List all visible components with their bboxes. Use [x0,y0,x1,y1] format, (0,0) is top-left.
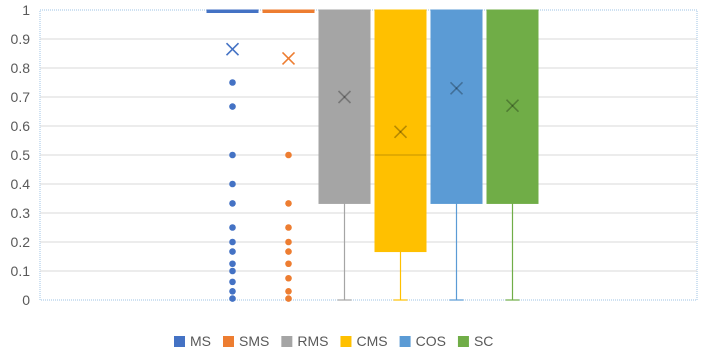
legend-swatch [174,336,185,347]
outlier-point [229,260,236,268]
outlier-point [285,295,292,302]
outlier-point [229,248,236,255]
outlier-point [285,288,292,295]
box-body [206,9,259,13]
legend-swatch [281,336,293,347]
y-tick-label: 0.7 [11,89,31,105]
outlier-point [229,278,236,286]
mean-marker [505,99,520,113]
outlier-point [285,200,292,207]
legend-item-cms: CMS [340,333,388,349]
outlier-point [229,224,236,231]
legend-label: RMS [297,333,328,349]
mean-marker [337,90,352,104]
y-tick-label: 0 [22,292,30,308]
box-sms [262,9,315,302]
mean-marker [393,125,408,139]
mean-marker [449,81,464,95]
y-tick-label: 0.8 [11,60,31,76]
outlier-point [285,238,292,246]
box-body [486,9,539,204]
y-axis: 0 0.1 0.2 0.3 0.4 0.5 0.6 0.7 0.8 0.9 1 [11,2,31,308]
mean-marker [225,42,240,56]
legend-swatch [457,336,469,347]
mean-marker [449,81,464,95]
outlier-point [229,288,236,295]
mean-marker [393,125,408,139]
legend-item-sc: SC [457,333,493,349]
legend-label: SMS [239,333,269,349]
y-tick-label: 1 [22,2,30,18]
mean-marker [505,99,520,113]
y-tick-label: 0.5 [11,147,31,163]
y-tick-label: 0.2 [11,234,31,250]
outlier-point [229,103,236,110]
box-body [374,9,427,253]
legend: MS SMS RMS CMS COS SC [174,333,493,349]
legend-swatch [340,336,352,347]
mean-marker [337,90,352,104]
legend-item-sms: SMS [223,333,269,349]
legend-label: COS [416,333,446,349]
legend-label: SC [474,333,493,349]
box-body [430,9,483,204]
outlier-point [229,79,236,86]
box-rms [318,9,371,301]
outlier-point [229,267,236,275]
legend-label: CMS [356,333,387,349]
legend-label: MS [190,333,211,349]
legend-swatch [399,336,411,347]
legend-item-rms: RMS [281,333,328,349]
outlier-point [229,180,236,188]
y-tick-label: 0.3 [11,205,31,221]
box-ms [206,9,259,302]
outlier-point [285,260,292,268]
y-tick-label: 0.9 [11,31,31,47]
box-body [318,9,371,204]
outlier-point [229,200,236,207]
box-cos [430,9,483,301]
legend-swatch [223,336,234,347]
outlier-point [229,151,236,159]
outlier-point [229,295,236,302]
y-tick-label: 0.1 [11,263,31,279]
mean-marker [281,51,296,65]
y-tick-label: 0.4 [11,176,31,192]
legend-item-cos: COS [399,333,446,349]
boxes [206,9,539,302]
y-tick-label: 0.6 [11,118,31,134]
box-cms [374,9,427,301]
outlier-point [285,151,292,159]
legend-item-ms: MS [174,333,211,349]
outlier-point [285,248,292,255]
box-body [262,9,315,13]
box-sc [486,9,539,301]
outlier-point [285,224,292,231]
outlier-point [285,274,292,282]
outlier-point [229,238,236,246]
